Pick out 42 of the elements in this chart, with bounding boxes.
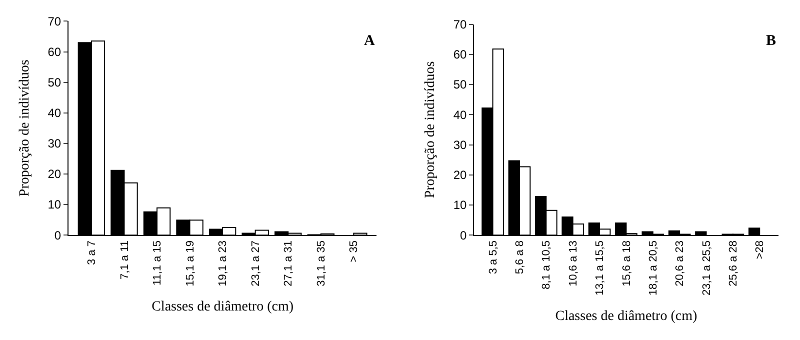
x-tick-label: 11,1 a 15 — [152, 240, 164, 286]
x-tick-label: 13,1 a 15,5 — [594, 240, 606, 296]
y-tick-label: 10 — [453, 198, 468, 212]
y-tick-label: 40 — [48, 106, 62, 120]
y-tick-label: 70 — [453, 18, 468, 32]
annotation: A — [364, 33, 375, 49]
y-tick-label: 40 — [453, 108, 468, 122]
y-tick-label: 60 — [48, 44, 62, 59]
x-tick-label: > 35 — [348, 240, 360, 262]
y-axis-title: Proporção de indivíduos — [17, 60, 32, 197]
x-tick-label: 8,1 a 10,5 — [540, 240, 553, 290]
x-tick-label: 3 a 7 — [86, 240, 98, 265]
y-tick-label: 30 — [453, 138, 468, 152]
y-tick-label: 50 — [48, 76, 62, 90]
y-tick-label: 70 — [48, 14, 62, 28]
x-tick-label: 15,1 a 19 — [184, 240, 196, 286]
x-tick-label: 31,1 a 35 — [315, 240, 328, 286]
x-tick-label: 5,6 a 8 — [514, 240, 526, 274]
x-tick-label: 3 a 5,5 — [487, 240, 500, 274]
y-tick-label: 10 — [48, 198, 62, 212]
x-tick-label: 25,6 a 28 — [728, 240, 740, 286]
x-tick-label: 23,1 a 25,5 — [700, 240, 713, 296]
y-tick-label: 50 — [453, 78, 468, 92]
x-tick-label: 19,1 a 23 — [217, 240, 230, 286]
x-tick-label: 23,1 a 27 — [250, 240, 262, 286]
x-tick-label: 15,6 a 18 — [620, 240, 633, 286]
y-tick-label: 20 — [48, 167, 62, 182]
annotation: B — [766, 33, 776, 49]
x-tick-label: 10,6 a 13 — [567, 240, 580, 286]
x-axis-title: Classes de diâmetro (cm) — [555, 308, 698, 324]
y-axis-title: Proporção de indivíduos — [422, 61, 438, 198]
y-tick-label: 0 — [54, 228, 62, 242]
x-tick-label: >28 — [754, 240, 766, 260]
y-tick-label: 60 — [453, 48, 468, 62]
x-tick-label: 7,1 a 11 — [118, 240, 131, 280]
x-tick-label: 20,6 a 23 — [674, 240, 686, 286]
y-tick-label: 20 — [453, 168, 468, 182]
x-tick-label: 27,1 a 31 — [282, 240, 295, 286]
y-tick-label: 30 — [48, 136, 62, 151]
x-tick-label: 18,1 a 20,5 — [647, 240, 660, 296]
y-tick-label: 0 — [460, 228, 468, 242]
x-axis-title: Classes de diâmetro (cm) — [152, 300, 294, 315]
